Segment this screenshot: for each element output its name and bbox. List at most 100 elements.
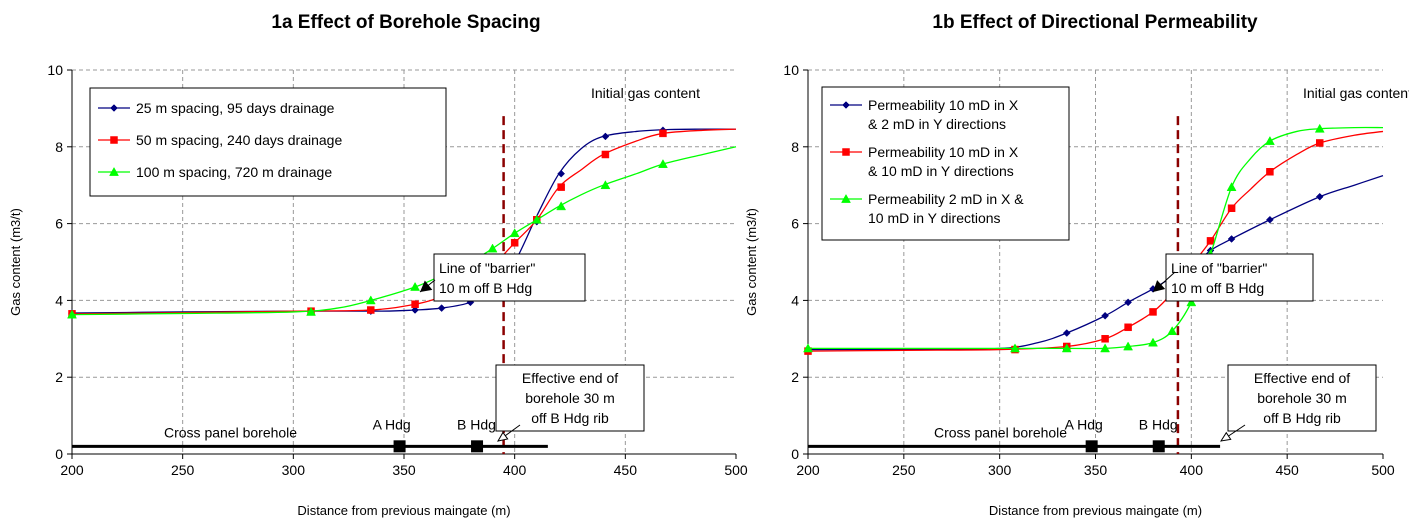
legend-box [821,86,1070,241]
a-hdg-marker [1085,440,1098,453]
series-1-point [1124,298,1132,307]
x-tick-label: 350 [392,462,416,478]
legend-swatch-marker-2 [842,148,850,156]
series-2-point [1149,308,1157,316]
legend-swatch-marker-1 [842,101,850,109]
series-3-point [1123,341,1134,351]
end-annotation-box [495,364,645,432]
x-tick-label: 350 [1084,462,1108,478]
series-1-point [1062,329,1071,337]
legend-label-1-line-1: Permeability 10 mD in X [868,97,1019,113]
borehole-label: Cross panel borehole [164,424,297,440]
b-hdg-marker [471,440,484,453]
series-1-point [1315,192,1324,201]
series-2-point [1316,139,1324,147]
y-tick-label: 8 [791,139,799,155]
x-tick-label: 200 [60,462,84,478]
series-2-point [557,183,565,191]
x-tick-label: 300 [988,462,1012,478]
a-hdg-label: A Hdg [1065,416,1103,432]
legend-label-3-line-2: 10 mD in Y directions [868,210,1001,226]
end-annotation-line3: off B Hdg rib [531,410,609,426]
series-3-point [1167,326,1178,335]
y-tick-label: 10 [47,62,63,78]
x-tick-label: 450 [614,462,638,478]
series-2-point [367,306,375,314]
series-3-point [365,295,376,305]
legend-label-1-line-2: & 2 mD in Y directions [868,116,1006,132]
series-3-point [1226,182,1237,191]
x-tick-label: 250 [171,462,195,478]
legend-label-2-line-2: & 10 mD in Y directions [868,163,1014,179]
b-hdg-label: B Hdg [457,416,496,432]
series-3-point [803,343,813,353]
chart-title: 1b Effect of Directional Permeability [932,12,1258,33]
x-axis-label: Distance from previous maingate (m) [989,503,1202,518]
series-2-point [1266,168,1274,176]
x-tick-label: 400 [1180,462,1204,478]
end-annotation-line1: Effective end of [1254,370,1350,386]
series-2-point [1206,237,1215,245]
legend-label-1: 25 m spacing, 95 days drainage [136,100,335,116]
legend-swatch-marker-1 [110,104,118,112]
a-hdg-marker [393,440,406,453]
series-2-point [1227,204,1236,212]
series-2-point [601,150,610,159]
series-1-point [411,306,419,314]
y-tick-label: 8 [55,139,63,155]
series-3-point [600,180,611,190]
series-2-point [1124,323,1132,332]
legend-label-2: 50 m spacing, 240 days drainage [136,132,342,148]
x-tick-label: 200 [796,462,820,478]
initial-gas-label: Initial gas content [1303,85,1409,101]
series-3-point [658,159,668,168]
legend-swatch-marker-2 [110,136,118,144]
series-3-point [410,281,420,291]
series-3-point [67,309,77,319]
series-1-point [437,304,446,312]
series-2-point [411,300,419,308]
legend-box [89,87,447,197]
x-axis-label: Distance from previous maingate (m) [297,503,510,518]
y-tick-label: 0 [791,446,799,462]
y-tick-label: 2 [791,369,799,385]
series-3-point [531,214,542,224]
chart-panel-1b: 1b Effect of Directional Permeability 200… [744,12,1409,518]
series-3-point [1314,123,1325,133]
x-tick-label: 450 [1275,462,1299,478]
x-tick-label: 250 [892,462,916,478]
end-annotation-line3: off B Hdg rib [1263,410,1341,426]
barrier-annotation-line1: Line of "barrier" [1171,260,1267,276]
legend-swatch-marker-3 [109,166,119,176]
series-1-point [1101,311,1109,320]
series-3-point [556,201,567,211]
end-arrow-head [497,431,509,442]
end-annotation-line2: borehole 30 m [525,390,615,406]
x-tick-label: 500 [724,462,748,478]
legend-label-3-line-1: Permeability 2 mD in X & [868,191,1024,207]
borehole-label: Cross panel borehole [934,424,1067,440]
b-hdg-marker [1152,440,1165,453]
barrier-arrow-head [420,280,433,292]
series-3-point [1010,343,1020,353]
series-3-point [1264,136,1275,145]
series-1-point [557,169,566,178]
legend-label-2-line-1: Permeability 10 mD in X [868,144,1019,160]
y-axis-label: Gas content (m3/t) [8,208,23,316]
barrier-arrow-head [1153,280,1166,292]
y-axis-label: Gas content (m3/t) [744,208,759,316]
x-tick-label: 300 [282,462,306,478]
series-1-point [1266,215,1274,224]
series-3-point [1061,343,1072,353]
series-1-point [601,132,610,141]
series-3-point [1186,297,1197,307]
series-2-point [510,239,519,247]
end-annotation-box [1227,364,1377,432]
series-3-point [306,306,316,316]
series-2-point [659,129,667,138]
chart-title: 1a Effect of Borehole Spacing [271,12,540,33]
end-arrow-head [1219,431,1232,442]
y-tick-label: 2 [55,369,63,385]
y-tick-label: 4 [791,292,799,308]
